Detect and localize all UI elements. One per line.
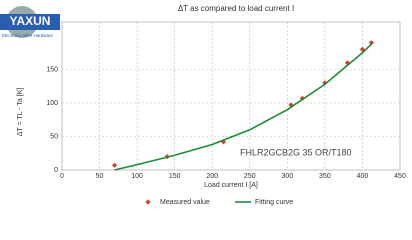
y-axis-label: ΔT = TL - Ta [K]	[17, 88, 24, 137]
x-tick-label: 100	[131, 173, 143, 180]
marker	[288, 102, 294, 108]
x-tick-label: 450	[394, 173, 406, 180]
logo: YAXUN Electronic Wire Hardware	[0, 6, 60, 38]
x-tick-label: 150	[169, 173, 181, 180]
marker	[322, 80, 328, 86]
logo-band	[0, 14, 60, 30]
legend-label: Measured value	[160, 199, 210, 206]
x-tick-label: 50	[96, 173, 104, 180]
fit-line	[114, 43, 373, 171]
x-tick-label: 300	[281, 173, 293, 180]
logo-name: YAXUN	[10, 14, 51, 28]
x-axis-label: Load current I [A]	[204, 182, 258, 189]
y-tick-label: 100	[46, 100, 58, 107]
page: {"logo": {"name": "YAXUN", "tagline": "E…	[0, 0, 412, 212]
y-tick-label: 0	[54, 167, 58, 174]
chart-title: ΔT as compared to load current I	[178, 4, 294, 13]
x-tick-label: 400	[357, 173, 369, 180]
marker	[111, 162, 118, 168]
x-tick-label: 200	[206, 173, 218, 180]
marker	[368, 40, 375, 46]
y-tick-label: 50	[50, 133, 58, 140]
x-tick-label: 0	[60, 173, 64, 180]
background	[0, 0, 412, 212]
annotation: FHLR2GCB2G 35 OR/T180	[240, 147, 352, 157]
marker	[344, 60, 351, 66]
legend-swatch	[145, 199, 151, 205]
x-tick-label: 350	[319, 173, 331, 180]
legend-label: Fitting curve	[255, 199, 293, 206]
x-tick-label: 250	[244, 173, 256, 180]
y-tick-label: 150	[46, 66, 58, 73]
logo-tagline: Electronic Wire Hardware	[2, 33, 54, 38]
marker	[299, 95, 305, 101]
chart: YAXUN Electronic Wire Hardware ΔT as com…	[0, 0, 412, 212]
